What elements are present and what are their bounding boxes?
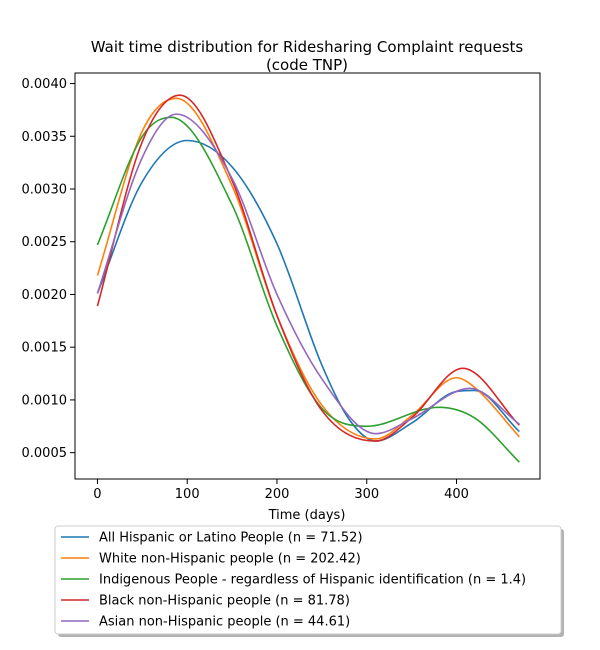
series-line-asian [96, 113, 520, 435]
plot-frame [74, 72, 541, 480]
legend-label: All Hispanic or Latino People (n = 71.52… [99, 531, 363, 546]
y-tick-label: 0.0005 [22, 446, 68, 461]
y-tick-label: 0.0040 [22, 77, 68, 92]
legend-entry: Asian non-Hispanic people (n = 44.61) [61, 615, 350, 630]
x-tick-label: 300 [354, 487, 379, 502]
y-tick-label: 0.0030 [22, 183, 68, 198]
y-tick-label: 0.0035 [22, 130, 68, 145]
series-line-hispanic-latino [96, 139, 520, 442]
series-line-indigenous [96, 116, 520, 463]
legend-label: Asian non-Hispanic people (n = 44.61) [99, 615, 350, 630]
legend-entry: Black non-Hispanic people (n = 81.78) [61, 594, 350, 609]
x-axis-label: Time (days) [268, 508, 346, 523]
y-tick-label: 0.0015 [22, 341, 68, 356]
legend-entry: All Hispanic or Latino People (n = 71.52… [61, 531, 363, 546]
series-line-black [96, 94, 520, 442]
legend-label: Indigenous People - regardless of Hispan… [99, 573, 526, 588]
x-tick-label: 0 [93, 487, 101, 502]
chart-subtitle: (code TNP) [266, 56, 348, 74]
ticks-layer: 0 100 200 300 400 0.0005 0.0010 0.0015 0.0020 0.0… [22, 77, 469, 502]
legend-entry: Indigenous People - regardless of Hispan… [61, 573, 526, 588]
legend-box [54, 525, 562, 635]
legend-label: Black non-Hispanic people (n = 81.78) [99, 594, 350, 609]
chart-title: Wait time distribution for Ridesharing C… [91, 38, 524, 56]
x-tick-label: 200 [265, 487, 290, 502]
legend-label: White non-Hispanic people (n = 202.42) [99, 552, 361, 567]
y-tick-label: 0.0010 [22, 393, 68, 408]
y-tick-label: 0.0025 [22, 235, 68, 250]
x-tick-label: 400 [444, 487, 469, 502]
legend-entries: All Hispanic or Latino People (n = 71.52… [61, 531, 526, 630]
legend: All Hispanic or Latino People (n = 71.52… [54, 525, 564, 637]
y-tick-label: 0.0020 [22, 288, 68, 303]
x-tick-label: 100 [175, 487, 200, 502]
legend-entry: White non-Hispanic people (n = 202.42) [61, 552, 361, 567]
series-line-white [96, 97, 520, 440]
series-layer [96, 94, 520, 463]
